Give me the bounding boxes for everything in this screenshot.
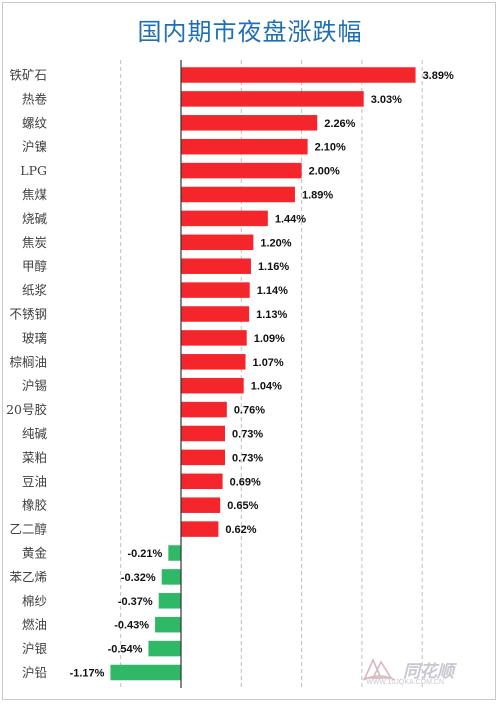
data-label: 1.07% <box>253 357 284 369</box>
data-label: 0.69% <box>230 476 261 488</box>
bar <box>181 282 250 298</box>
bar <box>181 497 221 513</box>
category-label: 焦煤 <box>22 187 48 202</box>
bar <box>181 521 219 537</box>
data-label: -0.37% <box>118 596 153 608</box>
bar <box>181 210 268 227</box>
data-label: 1.89% <box>302 190 333 202</box>
bar <box>181 162 302 179</box>
data-label: 0.73% <box>232 429 263 441</box>
category-label: 焦炭 <box>22 235 47 250</box>
category-label: 烧碱 <box>22 211 48 226</box>
bar <box>181 67 416 83</box>
bar <box>181 473 223 490</box>
category-label: 纸浆 <box>22 283 48 298</box>
data-label: 1.13% <box>256 309 287 321</box>
bar <box>158 593 181 609</box>
category-label: 20号胶 <box>6 402 47 417</box>
data-label: 0.73% <box>232 452 263 464</box>
data-label: 0.76% <box>234 405 265 417</box>
bar <box>181 115 318 131</box>
category-label: 黄金 <box>22 546 48 561</box>
bar <box>181 354 246 370</box>
category-label: 沪镍 <box>22 139 47 154</box>
category-label: 燃油 <box>22 617 47 632</box>
category-label: 沪银 <box>22 641 48 656</box>
bar <box>181 449 226 466</box>
category-label: 苯乙烯 <box>9 569 47 584</box>
bar <box>181 377 244 394</box>
category-label: 螺纹 <box>22 115 48 130</box>
category-label: 铁矿石 <box>9 68 47 83</box>
category-label: 豆油 <box>22 474 47 489</box>
data-label: 1.44% <box>275 213 306 225</box>
data-label: -0.21% <box>127 548 162 560</box>
data-label: 0.62% <box>225 524 256 536</box>
data-label: 1.04% <box>251 381 282 393</box>
category-label: 棕榈油 <box>9 354 47 369</box>
bar <box>181 138 308 155</box>
bar <box>161 569 181 585</box>
data-label: 3.89% <box>423 70 454 82</box>
category-label: 橡胶 <box>22 498 47 513</box>
category-label: 乙二醇 <box>9 522 47 537</box>
bar <box>181 401 227 418</box>
data-label: 1.16% <box>258 261 289 273</box>
data-label: -0.32% <box>121 572 156 584</box>
data-label: 1.09% <box>254 333 285 345</box>
bar <box>148 640 181 657</box>
bar <box>168 545 181 561</box>
data-label: 3.03% <box>371 94 402 106</box>
category-label: 菜粕 <box>22 450 47 465</box>
chart-frame <box>2 2 496 700</box>
category-label: 纯碱 <box>22 426 48 441</box>
bar <box>181 91 364 107</box>
watermark-brand: 同花顺 <box>403 661 454 682</box>
data-label: 2.10% <box>315 142 346 154</box>
category-label: LPG <box>20 163 47 178</box>
category-label: 不锈钢 <box>9 307 47 322</box>
data-label: -0.54% <box>108 644 143 656</box>
bar <box>181 306 250 322</box>
watermark-url: WWW.10JQKA.COM.CN <box>366 679 444 686</box>
bar <box>181 186 295 203</box>
category-label: 玻璃 <box>22 330 47 345</box>
watermark-logo: 同花顺 <box>359 654 454 684</box>
data-label: 1.20% <box>260 237 291 249</box>
bar <box>155 616 181 633</box>
data-label: 0.65% <box>227 500 258 512</box>
chart-title: 国内期市夜盘涨跌幅 <box>137 18 363 46</box>
bar <box>181 425 226 442</box>
data-label: 1.14% <box>257 285 288 297</box>
category-label: 沪铅 <box>22 665 47 680</box>
bar <box>110 664 181 681</box>
category-label: 热卷 <box>22 91 48 106</box>
bar <box>181 330 247 346</box>
bar <box>181 258 251 274</box>
data-label: -0.43% <box>114 620 149 632</box>
data-label: -1.17% <box>70 668 105 680</box>
data-label: 2.00% <box>309 166 340 178</box>
data-label: 2.26% <box>324 118 355 130</box>
category-label: 沪锡 <box>22 378 47 393</box>
brand-logo-icon <box>362 658 396 681</box>
category-label: 棉纱 <box>22 593 47 608</box>
category-label: 甲醇 <box>22 259 47 274</box>
bar <box>181 234 254 251</box>
